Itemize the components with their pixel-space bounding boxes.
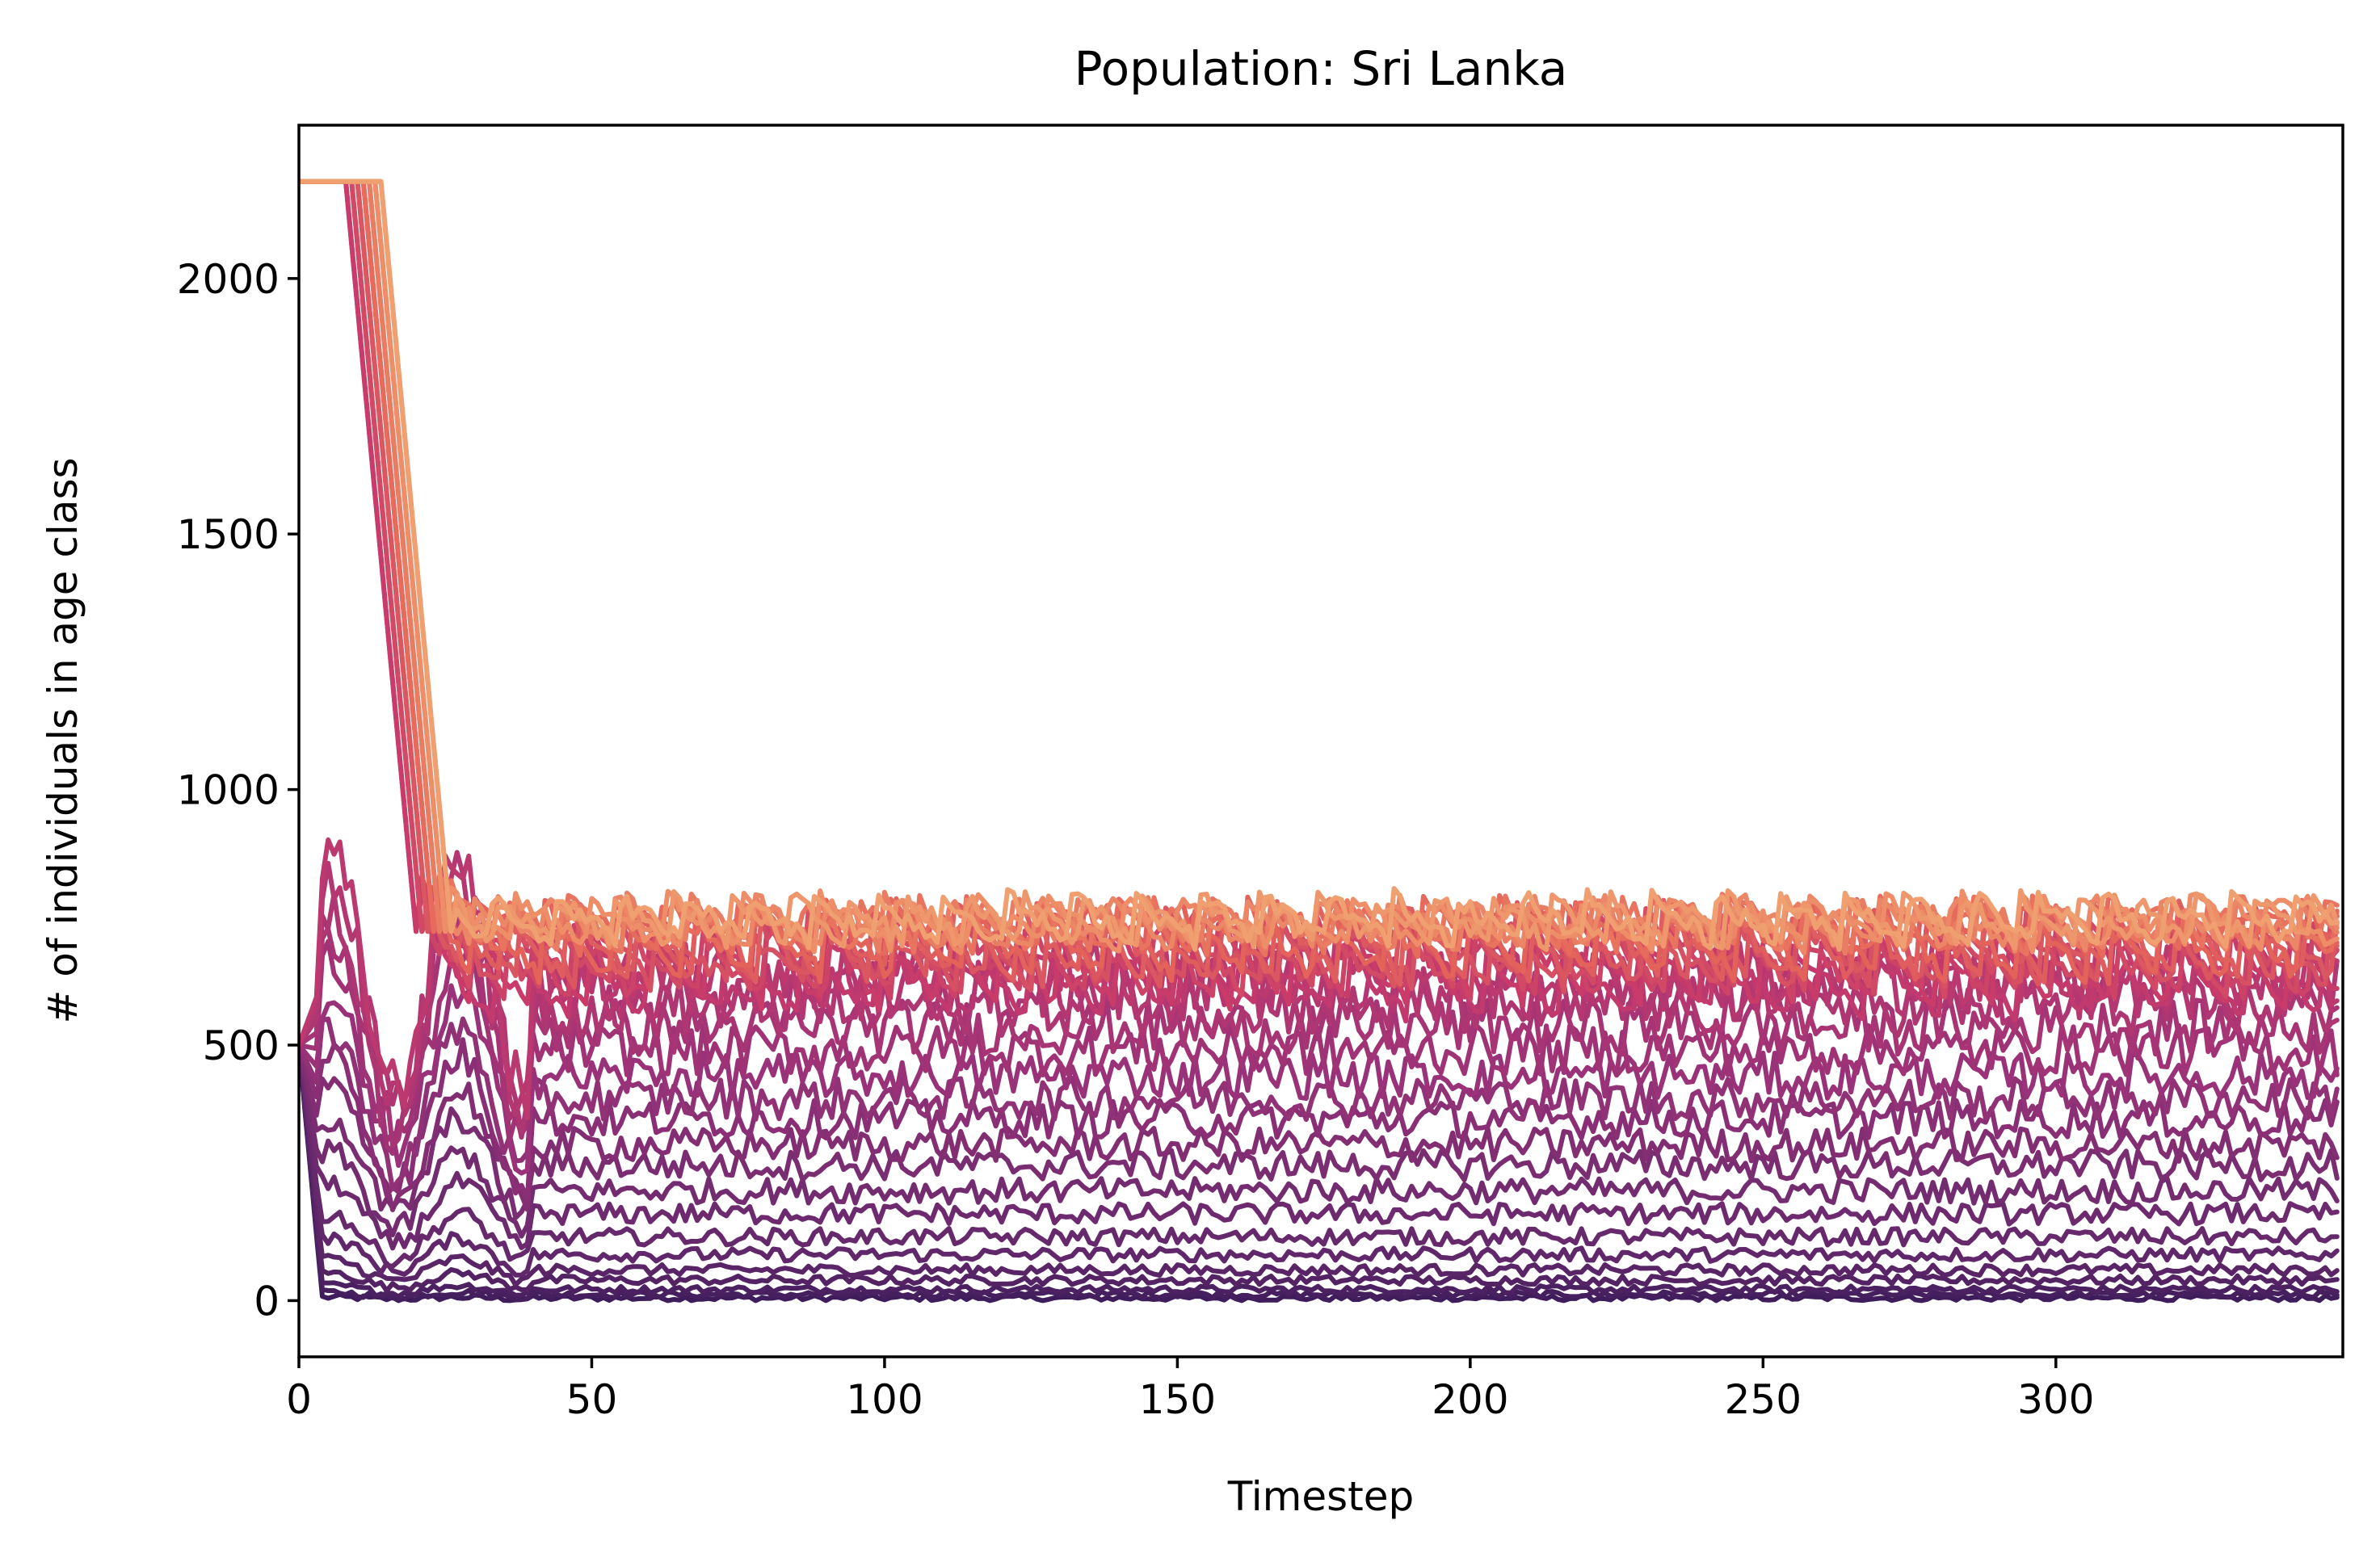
x-tick-label: 100 <box>846 1376 923 1423</box>
series-line <box>299 178 2340 1012</box>
series-line <box>299 178 2340 987</box>
y-tick-label: 1500 <box>177 511 280 558</box>
series-line <box>299 178 2340 1005</box>
series-line <box>299 178 2340 956</box>
series-line <box>299 913 2340 1149</box>
x-axis: 0 50 100 150 200 250 300 <box>286 1357 2095 1423</box>
series-line <box>299 1043 2340 1278</box>
x-tick-label: 300 <box>2017 1376 2094 1423</box>
series-line <box>299 178 2340 1024</box>
x-tick-label: 250 <box>1725 1376 1802 1423</box>
y-tick-label: 0 <box>254 1278 280 1325</box>
y-axis: 0 500 1000 1500 2000 <box>177 256 299 1325</box>
series-line <box>299 983 2340 1176</box>
series-line <box>299 178 2340 1000</box>
series-line <box>299 178 2340 958</box>
series-line <box>299 1043 2340 1239</box>
series-line <box>299 178 2340 955</box>
series-line <box>299 178 2340 995</box>
series-line <box>299 1016 2340 1192</box>
series-line <box>299 1037 2340 1202</box>
y-tick-label: 500 <box>203 1022 280 1069</box>
series-line <box>299 1043 2340 1294</box>
x-tick-label: 50 <box>566 1376 618 1423</box>
series-line <box>299 1043 2340 1251</box>
plot-frame <box>297 124 2344 1358</box>
y-tick-label: 2000 <box>177 256 280 303</box>
y-axis-label: # of individuals in age class <box>40 457 86 1023</box>
series-line <box>299 1043 2340 1220</box>
series-line <box>299 178 2340 959</box>
x-tick-label: 0 <box>286 1376 312 1423</box>
series-line <box>299 1043 2340 1287</box>
plot-area <box>299 178 2340 1304</box>
series-line <box>299 178 2340 952</box>
series-line <box>299 178 2340 952</box>
series-line <box>299 178 2340 956</box>
series-line <box>299 1043 2340 1269</box>
series-line <box>299 178 2340 989</box>
series-line <box>299 850 2340 1118</box>
x-tick-label: 200 <box>1432 1376 1508 1423</box>
x-tick-label: 150 <box>1139 1376 1216 1423</box>
y-tick-label: 1000 <box>177 767 280 814</box>
chart-title: Population: Sri Lanka <box>1074 41 1568 96</box>
series-line <box>299 178 2340 985</box>
series-line <box>299 1043 2340 1299</box>
x-axis-label: Timestep <box>1227 1473 1415 1520</box>
